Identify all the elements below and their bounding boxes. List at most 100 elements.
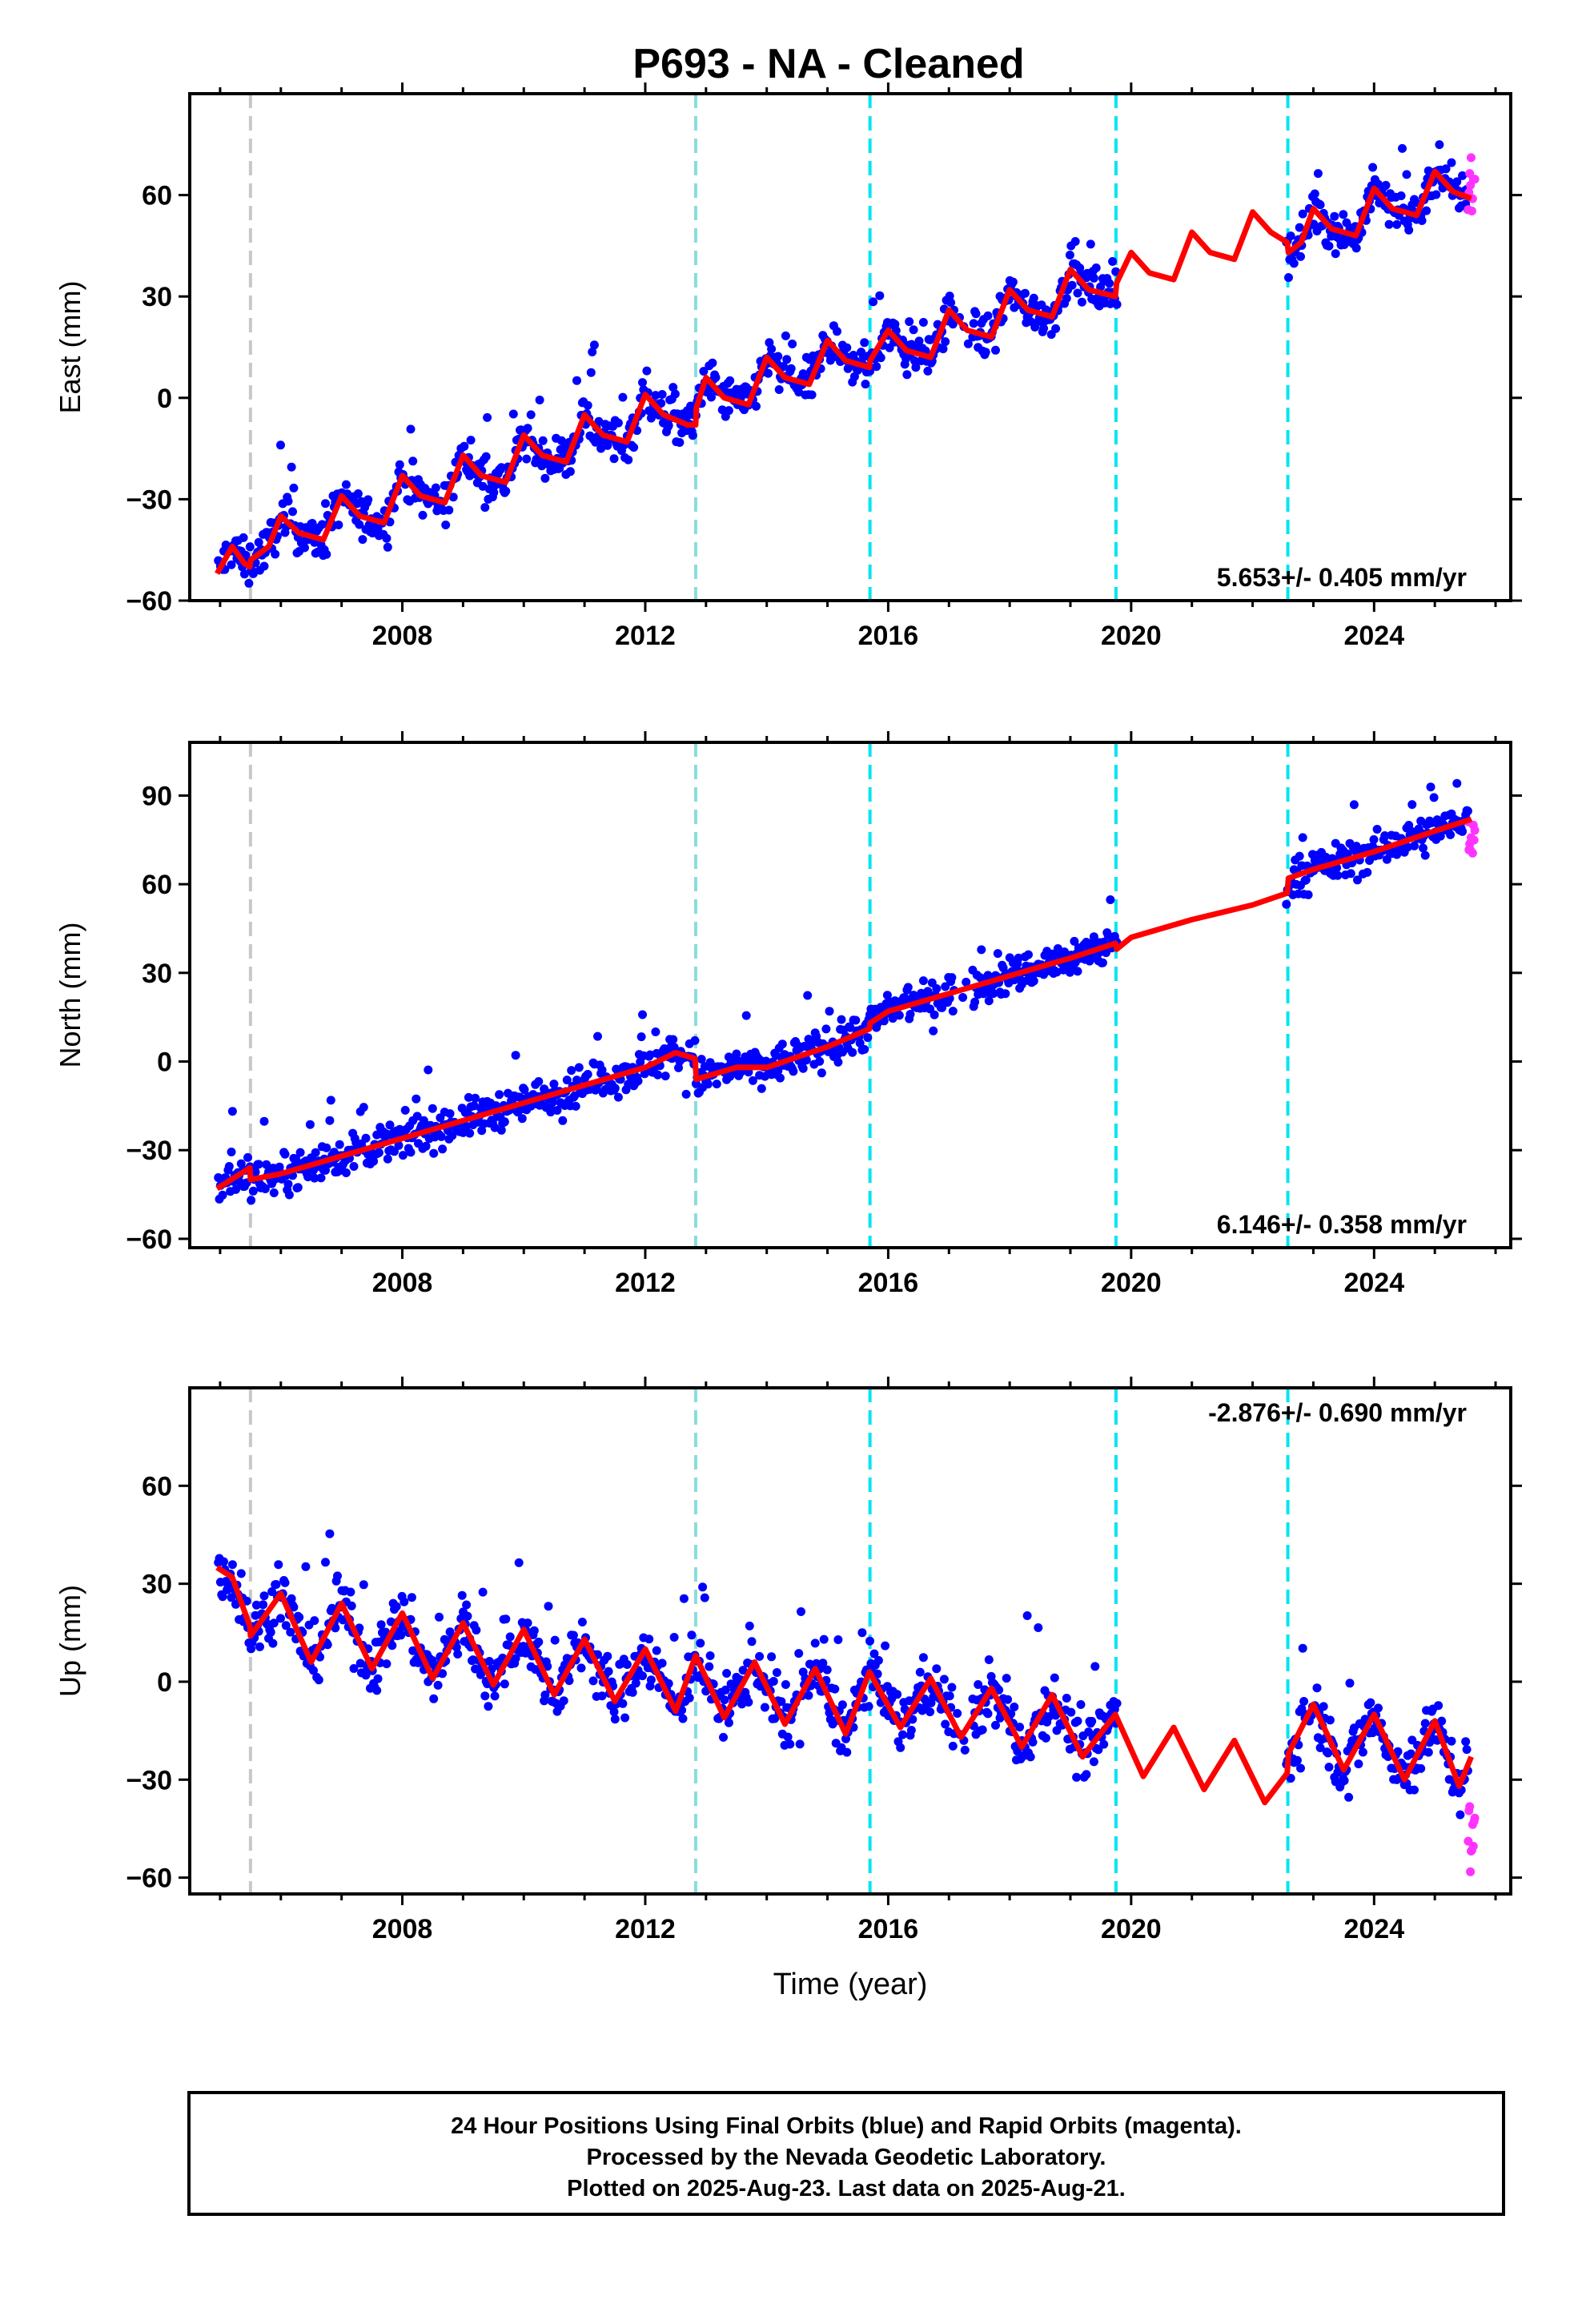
north-model-line (215, 816, 1472, 1192)
north-final-point (932, 984, 942, 993)
east-final-point (1404, 225, 1414, 235)
east-final-point (239, 569, 249, 579)
north-final-point (280, 1149, 290, 1159)
up-final-point (631, 1679, 640, 1688)
up-final-point (1094, 1745, 1103, 1755)
north-final-point (1073, 967, 1082, 976)
up-final-point (1324, 1763, 1334, 1772)
east-final-point (657, 390, 667, 399)
x-tick-label: 2012 (615, 1914, 676, 1944)
up-final-point (267, 1587, 277, 1596)
up-final-point (321, 1558, 330, 1567)
north-final-point (325, 1116, 335, 1125)
east-rapid-point (1467, 207, 1476, 215)
up-final-point (781, 1680, 790, 1689)
north-final-point (962, 977, 971, 987)
east-final-point (1091, 263, 1101, 272)
up-final-point (325, 1529, 335, 1538)
up-final-point (251, 1600, 261, 1610)
north-final-point (975, 973, 985, 983)
north-final-point (645, 1050, 655, 1059)
up-final-point (610, 1715, 620, 1724)
north-final-point (903, 983, 913, 992)
north-final-point (855, 1039, 865, 1047)
up-final-point (276, 1614, 285, 1623)
up-final-point (327, 1603, 337, 1613)
east-final-point (1398, 143, 1407, 153)
up-final-point (219, 1557, 228, 1566)
north-final-point (520, 1085, 529, 1095)
up-final-point (1026, 1752, 1035, 1762)
east-final-point (483, 412, 492, 422)
east-final-point (1298, 209, 1307, 219)
north-final-point (236, 1159, 246, 1168)
east-final-point (861, 380, 870, 389)
north-final-point (349, 1162, 359, 1171)
up-final-point (1298, 1643, 1307, 1653)
x-tick-label: 2016 (858, 1914, 919, 1944)
east-final-point (1008, 277, 1018, 287)
up-final-point (1099, 1739, 1109, 1749)
east-final-point (794, 388, 804, 397)
up-final-point (947, 1683, 957, 1692)
north-final-point (681, 1089, 691, 1099)
east-final-point (1065, 251, 1074, 259)
up-final-point (259, 1600, 268, 1610)
up-final-point (1090, 1662, 1100, 1671)
up-final-point (1420, 1719, 1430, 1728)
north-final-point (574, 1063, 584, 1072)
east-final-point (860, 338, 869, 348)
up-final-point (472, 1626, 481, 1634)
east-final-point (355, 520, 364, 529)
up-final-point (822, 1665, 832, 1675)
east-rapid-point (1467, 153, 1476, 163)
north-final-point (424, 1065, 433, 1075)
north-final-point (311, 1148, 320, 1157)
x-tick-label: 2016 (858, 1268, 919, 1298)
up-final-point (407, 1593, 416, 1602)
north-final-point (837, 1015, 846, 1024)
east-final-point (460, 441, 469, 451)
up-final-point (347, 1601, 356, 1610)
up-final-point (804, 1691, 813, 1700)
east-final-point (481, 452, 491, 461)
up-final-point (1456, 1810, 1465, 1819)
east-final-point (963, 339, 973, 348)
east-final-point (526, 410, 536, 420)
east-final-point (431, 483, 440, 493)
north-final-point (1353, 875, 1362, 885)
up-final-point (783, 1732, 793, 1742)
up-final-point (769, 1677, 778, 1686)
up-final-point (664, 1679, 673, 1688)
east-final-point (969, 319, 978, 328)
x-tick-label: 2008 (372, 1914, 433, 1944)
x-tick-label: 2020 (1101, 1914, 1162, 1944)
up-final-point (797, 1607, 805, 1616)
north-final-point (465, 1128, 475, 1138)
east-final-point (624, 455, 633, 464)
north-final-point (429, 1148, 439, 1158)
north-final-point (231, 1184, 240, 1194)
up-final-point (1325, 1715, 1335, 1725)
north-final-point (227, 1107, 237, 1116)
up-final-point (534, 1637, 544, 1647)
north-final-point (464, 1092, 473, 1102)
up-final-point (1319, 1702, 1328, 1711)
east-final-point (1295, 223, 1304, 232)
up-final-point (361, 1671, 371, 1680)
up-final-point (948, 1741, 958, 1751)
up-final-point (1407, 1735, 1417, 1745)
east-final-point (1289, 259, 1299, 268)
north-final-point (322, 1143, 331, 1152)
up-final-point (939, 1675, 949, 1684)
north-final-point (984, 996, 994, 1006)
north-final-point (1346, 869, 1355, 879)
up-final-point (644, 1634, 654, 1644)
east-final-point (239, 533, 248, 542)
north-final-point (310, 1173, 319, 1183)
north-final-point (548, 1097, 557, 1107)
up-final-point (721, 1685, 730, 1695)
up-final-point (906, 1726, 916, 1735)
east-final-point (565, 467, 575, 476)
up-final-point (760, 1703, 769, 1712)
